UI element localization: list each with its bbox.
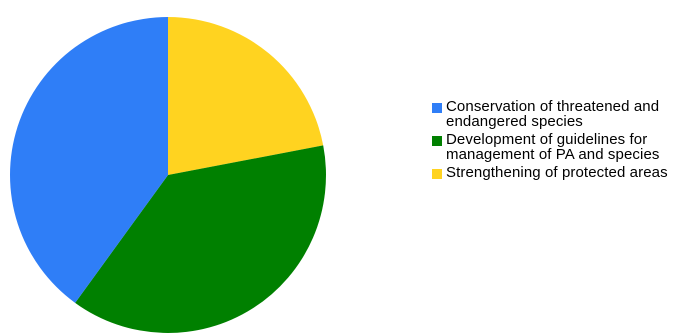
legend-item-conservation: Conservation of threatened and endangere… [432, 99, 670, 129]
legend-label-protected-areas: Strengthening of protected areas [446, 164, 668, 181]
legend-swatch-protected-areas [432, 169, 442, 179]
legend-label-guidelines: Development of guidelines for management… [446, 131, 660, 163]
legend-swatch-guidelines [432, 136, 442, 146]
legend-label-conservation: Conservation of threatened and endangere… [446, 98, 660, 130]
pie-slice-guidelines [75, 145, 326, 333]
pie-slice-conservation [10, 17, 168, 303]
legend-item-guidelines: Development of guidelines for management… [432, 132, 670, 162]
legend-item-protected-areas: Strengthening of protected areas [432, 165, 670, 180]
legend-swatch-conservation [432, 103, 442, 113]
pie-slice-protected-areas [168, 17, 324, 175]
legend: Conservation of threatened and endangere… [432, 99, 670, 183]
pie-slices [10, 17, 326, 333]
